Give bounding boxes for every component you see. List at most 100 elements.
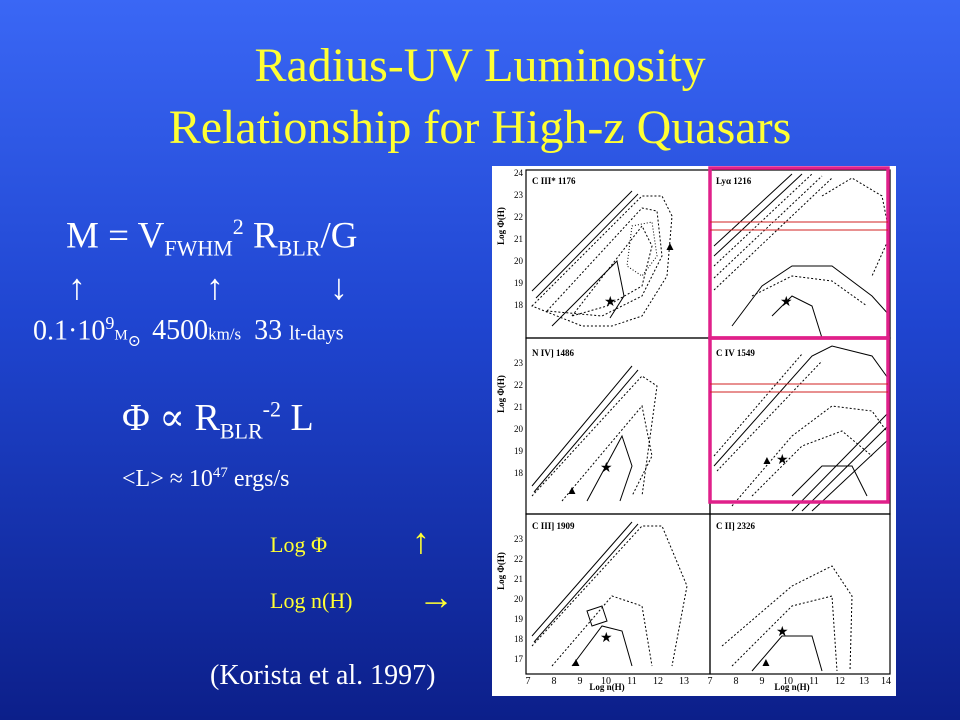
panel-label-5: C III] 1909 xyxy=(532,521,575,531)
xtick-10: 10 xyxy=(601,676,611,687)
log-nh-arrow-icon: → xyxy=(418,577,454,617)
triangle-marker-3: ▲ xyxy=(566,483,578,497)
star-marker-1: ★ xyxy=(604,295,617,310)
contours-panel-3 xyxy=(531,365,658,502)
xtick-14-r: 14 xyxy=(881,676,891,687)
mass-exponent: 9 xyxy=(105,313,115,333)
log-phi-label: Log Φ xyxy=(270,532,327,558)
lum-post: ergs/s xyxy=(227,466,290,492)
ytick-21-b: 21 xyxy=(514,402,523,412)
xtick-12-r: 12 xyxy=(835,676,845,687)
star-marker-6: ★ xyxy=(776,625,789,640)
ytick-18-b: 18 xyxy=(514,468,524,478)
triangle-marker-6: ▲ xyxy=(760,655,772,669)
arrow-down-radius: ↓ xyxy=(330,267,348,307)
mass-eq-r: R xyxy=(243,215,278,257)
contour-figure: Log Φ(H) Log Φ(H) Log Φ(H) Log n(H) Log … xyxy=(492,166,896,696)
panel-label-4: C IV 1549 xyxy=(716,348,755,358)
ytick-19-b: 19 xyxy=(514,446,524,456)
panel-frame-1 xyxy=(525,169,711,339)
radius-value: 33 xyxy=(254,315,283,347)
mass-value: 0.1·10 xyxy=(33,315,106,347)
xtick-8-r: 8 xyxy=(734,676,739,687)
mass-equation: M = VFWHM2 RBLR/G xyxy=(66,214,358,262)
ytick-20-a: 20 xyxy=(514,256,524,266)
arrow-up-mass: ↑ xyxy=(68,267,86,307)
panel-frame-2 xyxy=(709,169,891,339)
mass-eq-sup: 2 xyxy=(232,214,244,239)
velocity-unit: km/s xyxy=(208,324,242,344)
lum-exponent: 47 xyxy=(212,465,228,481)
phi-eq-sup: -2 xyxy=(262,396,281,422)
xtick-12: 12 xyxy=(653,676,663,687)
log-nh-label: Log n(H) xyxy=(270,588,353,613)
values-row: 0.1·109M⊙ 4500km/s 33 lt-days xyxy=(33,313,344,351)
ytick-21-a: 21 xyxy=(514,234,523,244)
star-marker-2: ★ xyxy=(780,295,793,310)
star-marker-4: ★ xyxy=(776,453,789,468)
contour-svg: Log Φ(H) Log Φ(H) Log Φ(H) Log n(H) Log … xyxy=(496,166,891,692)
xtick-13: 13 xyxy=(679,676,689,687)
xtick-13-r: 13 xyxy=(859,676,869,687)
phi-eq-rhs: L xyxy=(280,397,314,439)
slide-title-line2: Relationship for High-z Quasars xyxy=(168,101,792,154)
ylabel-1: Log Φ(H) xyxy=(496,207,506,245)
xlabel-right: Log n(H) xyxy=(774,682,809,692)
ytick-21-c: 21 xyxy=(514,574,523,584)
ytick-22-c: 22 xyxy=(514,554,523,564)
triangle-marker-5: ▲ xyxy=(570,655,582,669)
highlight-box-civ xyxy=(708,336,890,504)
log-phi-arrow-icon: ↑ xyxy=(412,521,430,561)
mass-eq-sub-blr: BLR xyxy=(277,235,321,261)
ytick-18-c: 18 xyxy=(514,634,524,644)
xtick-7: 7 xyxy=(526,676,531,687)
citation: (Korista et al. 1997) xyxy=(210,660,436,691)
triangle-marker-4: ▲ xyxy=(761,453,773,467)
panel-label-1: C III* 1176 xyxy=(532,176,576,186)
radius-unit: lt-days xyxy=(289,322,344,345)
panel-frame-6 xyxy=(709,513,891,675)
ytick-22-b: 22 xyxy=(514,380,523,390)
lum-pre: <L> ≈ 10 xyxy=(122,466,213,492)
log-phi-text: Log Φ xyxy=(270,532,328,557)
ytick-22-a: 22 xyxy=(514,212,523,222)
ytick-17-c: 17 xyxy=(514,654,524,664)
star-marker-3: ★ xyxy=(600,461,613,476)
velocity-value: 4500 xyxy=(152,315,209,347)
xtick-10-r: 10 xyxy=(783,676,793,687)
highlight-box-lya xyxy=(708,166,890,340)
triangle-marker-1: ▲ xyxy=(664,239,676,253)
xtick-7-r: 7 xyxy=(708,676,713,687)
ytick-23-c: 23 xyxy=(514,534,524,544)
ylabel-3: Log Φ(H) xyxy=(496,552,506,590)
ylabel-2: Log Φ(H) xyxy=(496,375,506,413)
ytick-18-a: 18 xyxy=(514,300,524,310)
phi-eq-lhs: Φ ∝ R xyxy=(122,397,220,439)
contours-panel-1 xyxy=(531,190,673,327)
luminosity-line: <L> ≈ 1047 ergs/s xyxy=(122,465,289,493)
mass-eq-lhs: M = V xyxy=(66,215,165,257)
ytick-23-b: 23 xyxy=(514,358,524,368)
ytick-19-a: 19 xyxy=(514,278,524,288)
ytick-20-b: 20 xyxy=(514,424,524,434)
star-marker-5: ★ xyxy=(600,631,613,646)
xtick-11-r: 11 xyxy=(809,676,819,687)
contours-panel-2 xyxy=(713,173,891,339)
arrow-up-velocity: ↑ xyxy=(206,267,224,307)
mass-unit: M xyxy=(114,327,128,344)
phi-eq-sub: BLR xyxy=(219,418,263,444)
ytick-24-a: 24 xyxy=(514,168,524,178)
contours-panel-4 xyxy=(713,345,891,512)
xtick-9-r: 9 xyxy=(760,676,765,687)
contours-panel-6 xyxy=(721,565,853,672)
xlabel-left: Log n(H) xyxy=(589,682,624,692)
mass-eq-rest: /G xyxy=(320,215,358,257)
ytick-23-a: 23 xyxy=(514,190,524,200)
xtick-8: 8 xyxy=(552,676,557,687)
ytick-20-c: 20 xyxy=(514,594,524,604)
slide-title-line1: Radius-UV Luminosity xyxy=(254,39,706,92)
panel-label-2: Lyα 1216 xyxy=(716,176,752,186)
xtick-9: 9 xyxy=(578,676,583,687)
mass-eq-sub-fwhm: FWHM xyxy=(164,235,233,261)
xtick-11: 11 xyxy=(627,676,637,687)
